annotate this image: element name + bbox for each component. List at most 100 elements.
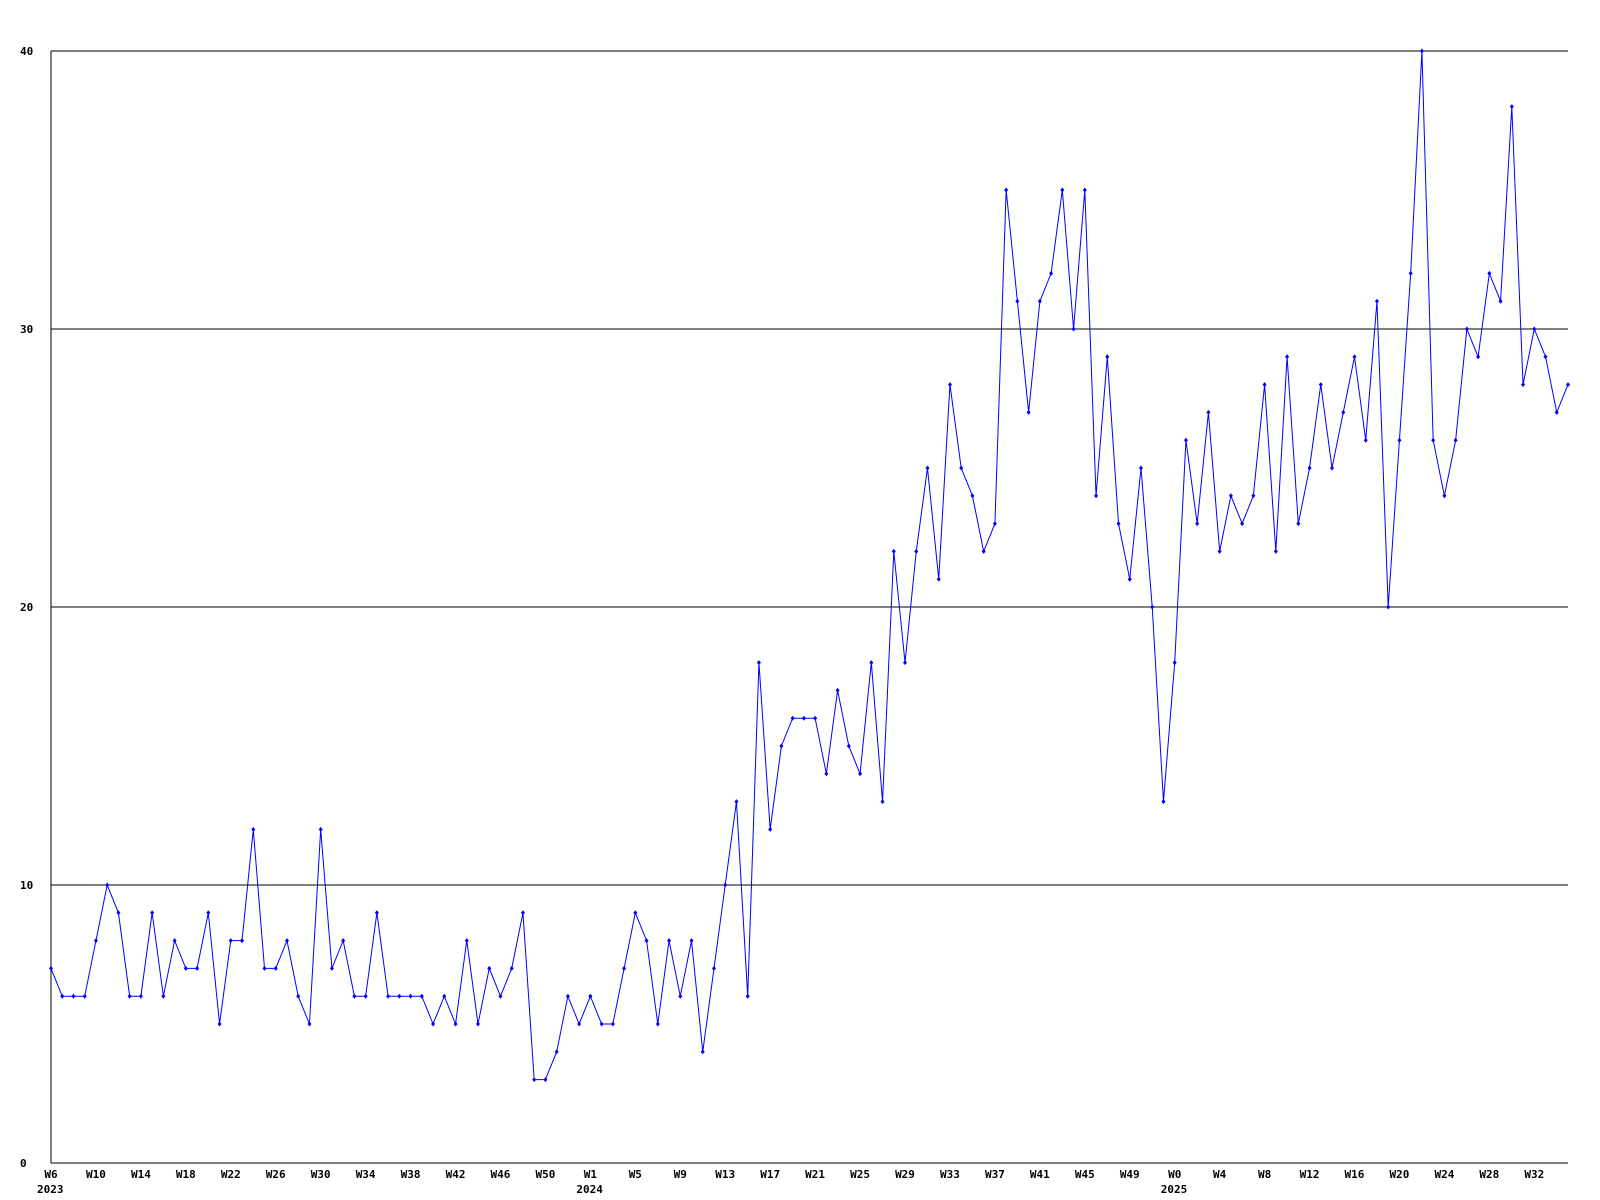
data-point bbox=[1442, 493, 1447, 499]
data-point bbox=[419, 993, 424, 999]
data-point bbox=[431, 1021, 436, 1027]
data-point bbox=[992, 521, 997, 527]
data-point bbox=[453, 1021, 458, 1027]
data-point bbox=[858, 771, 863, 777]
data-point bbox=[161, 993, 166, 999]
data-point bbox=[329, 965, 334, 971]
data-point bbox=[689, 938, 694, 944]
y-tick-label: 30 bbox=[20, 323, 33, 336]
x-tick-label: W20 bbox=[1390, 1168, 1410, 1181]
data-point bbox=[1037, 298, 1042, 304]
y-tick-label: 20 bbox=[20, 601, 33, 614]
data-point bbox=[150, 910, 155, 916]
data-point bbox=[71, 993, 76, 999]
data-point bbox=[622, 965, 627, 971]
data-point bbox=[487, 965, 492, 971]
data-point bbox=[1161, 799, 1166, 805]
data-point bbox=[1330, 465, 1335, 471]
data-point bbox=[745, 993, 750, 999]
data-point bbox=[240, 938, 245, 944]
data-point bbox=[1386, 604, 1391, 610]
data-point bbox=[206, 910, 211, 916]
data-point bbox=[1476, 354, 1481, 360]
data-point bbox=[520, 910, 525, 916]
y-tick-label: 40 bbox=[20, 45, 33, 58]
data-point bbox=[756, 660, 761, 666]
data-line bbox=[50, 50, 1569, 1081]
x-tick-label: W17 bbox=[760, 1168, 780, 1181]
data-point bbox=[1240, 521, 1245, 527]
x-tick-label: W50 bbox=[535, 1168, 555, 1181]
x-tick-label: W37 bbox=[985, 1168, 1005, 1181]
data-point bbox=[1419, 48, 1424, 54]
y-tick-label: 10 bbox=[20, 879, 33, 892]
x-tick-label: W6 bbox=[44, 1168, 58, 1181]
data-point bbox=[1318, 382, 1323, 388]
data-point bbox=[1464, 326, 1469, 332]
data-point bbox=[397, 993, 402, 999]
data-point bbox=[1127, 576, 1132, 582]
data-point bbox=[408, 993, 413, 999]
data-point bbox=[1105, 354, 1110, 360]
data-point bbox=[1408, 270, 1413, 276]
data-point bbox=[1060, 187, 1065, 193]
data-point bbox=[49, 965, 53, 971]
x-tick-label: W45 bbox=[1075, 1168, 1095, 1181]
x-tick-label: W13 bbox=[715, 1168, 735, 1181]
data-point bbox=[1296, 521, 1301, 527]
data-point bbox=[779, 743, 784, 749]
data-point bbox=[1150, 604, 1155, 610]
data-point bbox=[1352, 354, 1357, 360]
data-point bbox=[947, 382, 952, 388]
data-point bbox=[1228, 493, 1233, 499]
x-tick-label: W0 bbox=[1168, 1168, 1181, 1181]
data-point bbox=[633, 910, 638, 916]
data-point bbox=[127, 993, 132, 999]
x-tick-label: W18 bbox=[176, 1168, 196, 1181]
x-tick-label: W25 bbox=[850, 1168, 870, 1181]
data-point bbox=[1049, 270, 1054, 276]
data-point bbox=[970, 493, 975, 499]
x-year-label: 2023 bbox=[37, 1183, 64, 1196]
data-point bbox=[352, 993, 357, 999]
x-tick-label: W28 bbox=[1479, 1168, 1499, 1181]
data-point bbox=[341, 938, 346, 944]
data-point bbox=[386, 993, 391, 999]
y-tick-label: 0 bbox=[20, 1157, 27, 1170]
data-point bbox=[251, 826, 256, 832]
data-point bbox=[1273, 548, 1278, 554]
data-point bbox=[846, 743, 851, 749]
data-point bbox=[891, 548, 896, 554]
data-point bbox=[936, 576, 941, 582]
data-point bbox=[116, 910, 121, 916]
data-point bbox=[1487, 270, 1492, 276]
data-point bbox=[363, 993, 368, 999]
data-point bbox=[554, 1049, 559, 1055]
data-point bbox=[1251, 493, 1256, 499]
data-point bbox=[1138, 465, 1143, 471]
data-point bbox=[1498, 298, 1503, 304]
data-point bbox=[284, 938, 289, 944]
data-point bbox=[1554, 409, 1559, 415]
data-point bbox=[1453, 437, 1458, 443]
data-point bbox=[543, 1077, 548, 1083]
data-point bbox=[262, 965, 267, 971]
data-point bbox=[183, 965, 188, 971]
data-point bbox=[105, 882, 110, 888]
data-point bbox=[195, 965, 200, 971]
data-point bbox=[1521, 382, 1526, 388]
data-point bbox=[1217, 548, 1222, 554]
data-point bbox=[1206, 409, 1211, 415]
data-point bbox=[82, 993, 87, 999]
data-point bbox=[903, 660, 908, 666]
data-point bbox=[700, 1049, 705, 1055]
x-tick-label: W24 bbox=[1434, 1168, 1454, 1181]
data-point bbox=[1172, 660, 1177, 666]
data-point bbox=[307, 1021, 312, 1027]
data-point bbox=[1431, 437, 1436, 443]
x-tick-label: W12 bbox=[1300, 1168, 1320, 1181]
data-point bbox=[93, 938, 98, 944]
data-point bbox=[835, 687, 840, 693]
